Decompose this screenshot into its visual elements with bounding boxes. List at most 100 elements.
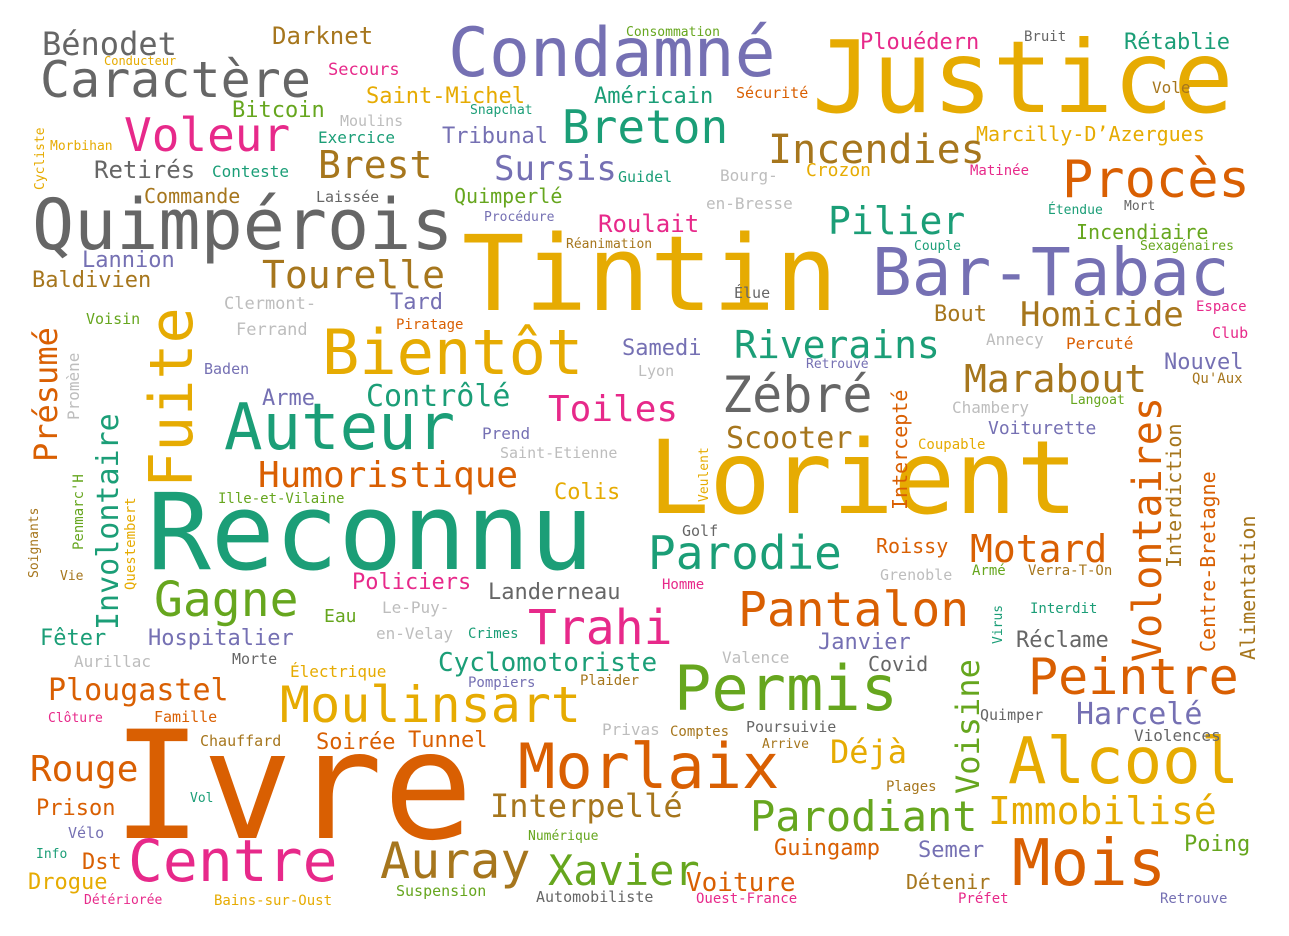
word-hospitalier: Hospitalier <box>148 626 294 651</box>
word-alimentation: Alimentation <box>1236 515 1260 661</box>
word-homme: Homme <box>662 577 705 593</box>
word-roissy: Roissy <box>876 534 949 558</box>
word-morlaix: Morlaix <box>518 730 780 803</box>
word-voleur: Voleur <box>124 108 291 162</box>
word-elue: Élue <box>734 284 771 302</box>
word-deja: Déjà <box>830 733 908 771</box>
word-eau: Eau <box>324 606 357 627</box>
word-veulent: Veulent <box>697 447 712 502</box>
word-plougastel: Plougastel <box>48 673 229 708</box>
word-comptes: Comptes <box>670 724 730 740</box>
word-annecy: Annecy <box>986 330 1044 349</box>
word-numerique: Numérique <box>528 829 599 844</box>
word-mort: Mort <box>1124 199 1156 214</box>
word-en-bresse: en-Bresse <box>706 194 793 213</box>
word-electrique: Électrique <box>290 662 387 681</box>
word-immobilise: Immobilisé <box>988 789 1217 833</box>
word-voiturette: Voiturette <box>988 418 1097 439</box>
word-vole: Vole <box>1152 78 1191 97</box>
word-cycliste: Cycliste <box>33 127 48 190</box>
word-retrouve-2: Retrouve <box>1160 891 1228 907</box>
word-securite: Sécurité <box>736 84 809 102</box>
word-bout: Bout <box>934 302 987 327</box>
word-privas: Privas <box>602 720 660 739</box>
word-feter: Fêter <box>40 626 107 651</box>
word-saint-michel: Saint-Michel <box>366 84 525 109</box>
word-penmarch: Penmarc'H <box>71 474 87 550</box>
word-drogue: Drogue <box>28 870 108 895</box>
word-moulinsart: Moulinsart <box>280 676 582 734</box>
word-deterioree: Détériorée <box>84 893 163 908</box>
word-prefet: Préfet <box>958 891 1009 907</box>
word-centre: Centre <box>128 827 338 895</box>
word-fuite: Fuite <box>137 307 207 488</box>
word-pilier: Pilier <box>828 199 966 243</box>
word-bientot: Bientôt <box>322 316 584 389</box>
word-ouest-france: Ouest-France <box>696 891 798 907</box>
word-controle: Contrôlé <box>366 379 511 414</box>
word-intercepte: Intercepté <box>888 389 912 510</box>
word-retablie: Rétablie <box>1124 30 1230 55</box>
word-lannion: Lannion <box>82 248 175 273</box>
word-breton: Breton <box>562 100 729 154</box>
word-sursis: Sursis <box>494 149 617 189</box>
word-plaider: Plaider <box>580 673 640 689</box>
word-quimperle: Quimperlé <box>454 184 563 208</box>
word-americain: Américain <box>594 84 714 109</box>
word-tribunal: Tribunal <box>442 124 548 149</box>
word-incendies: Incendies <box>768 127 985 173</box>
word-arme: Arme <box>262 386 315 411</box>
word-famille: Famille <box>154 708 218 726</box>
word-cyclomotoriste: Cyclomotoriste <box>438 648 658 678</box>
word-bourg: Bourg- <box>720 166 778 185</box>
word-info: Info <box>36 847 68 862</box>
word-reclame: Réclame <box>1016 628 1109 653</box>
word-voisine: Voisine <box>949 659 987 794</box>
word-ille-et-vilaine: Ille-et-Vilaine <box>218 491 345 507</box>
word-motard: Motard <box>970 527 1108 571</box>
word-percute: Percuté <box>1066 334 1134 353</box>
word-crimes: Crimes <box>468 626 519 642</box>
word-guidel: Guidel <box>618 168 673 186</box>
word-en-velay: en-Velay <box>376 624 454 643</box>
word-riverains: Riverains <box>734 323 940 367</box>
word-caractere: Caractère <box>40 51 311 109</box>
word-policiers: Policiers <box>352 570 472 595</box>
word-reconnu: Reconnu <box>147 471 594 594</box>
word-plages: Plages <box>886 779 937 795</box>
word-snapchat: Snapchat <box>470 103 533 118</box>
word-marabout: Marabout <box>964 357 1148 401</box>
word-prison: Prison <box>36 796 116 821</box>
word-marcilly: Marcilly-D’Azergues <box>976 122 1205 146</box>
word-plouedern: Plouédern <box>860 30 980 55</box>
word-poing: Poing <box>1184 832 1251 857</box>
word-bar-tabac: Bar-Tabac <box>872 234 1230 311</box>
word-reanimation: Réanimation <box>566 237 653 252</box>
word-proces: Procès <box>1062 150 1250 210</box>
word-automobiliste: Automobiliste <box>536 888 654 906</box>
word-alcool: Alcool <box>1008 725 1240 799</box>
word-crozon: Crozon <box>806 160 872 181</box>
word-verra-t-on: Verra-T-On <box>1028 563 1113 579</box>
word-interpelle: Interpellé <box>490 787 683 825</box>
word-grenoble: Grenoble <box>880 566 953 584</box>
word-scooter: Scooter <box>726 421 853 456</box>
word-retrouve-1: Retrouvé <box>806 357 869 372</box>
word-virus: Virus <box>991 604 1006 644</box>
word-chauffard: Chauffard <box>200 732 282 750</box>
word-peintre: Peintre <box>1028 648 1239 706</box>
word-toiles: Toiles <box>548 389 679 430</box>
word-auteur: Auteur <box>224 391 456 465</box>
word-etendue: Étendue <box>1048 203 1103 218</box>
word-roulait: Roulait <box>598 210 700 238</box>
word-clermont: Clermont- <box>224 294 317 314</box>
word-homicide: Homicide <box>1020 295 1184 335</box>
word-poursuivie: Poursuivie <box>746 718 837 736</box>
word-sexagenaires: Sexagénaires <box>1140 239 1234 254</box>
word-interdiction: Interdiction <box>1162 423 1186 569</box>
word-bruit: Bruit <box>1024 29 1067 45</box>
word-procedure: Procédure <box>484 210 555 225</box>
word-golf: Golf <box>682 522 719 540</box>
word-voisin: Voisin <box>86 310 141 328</box>
word-suspension: Suspension <box>396 882 487 900</box>
